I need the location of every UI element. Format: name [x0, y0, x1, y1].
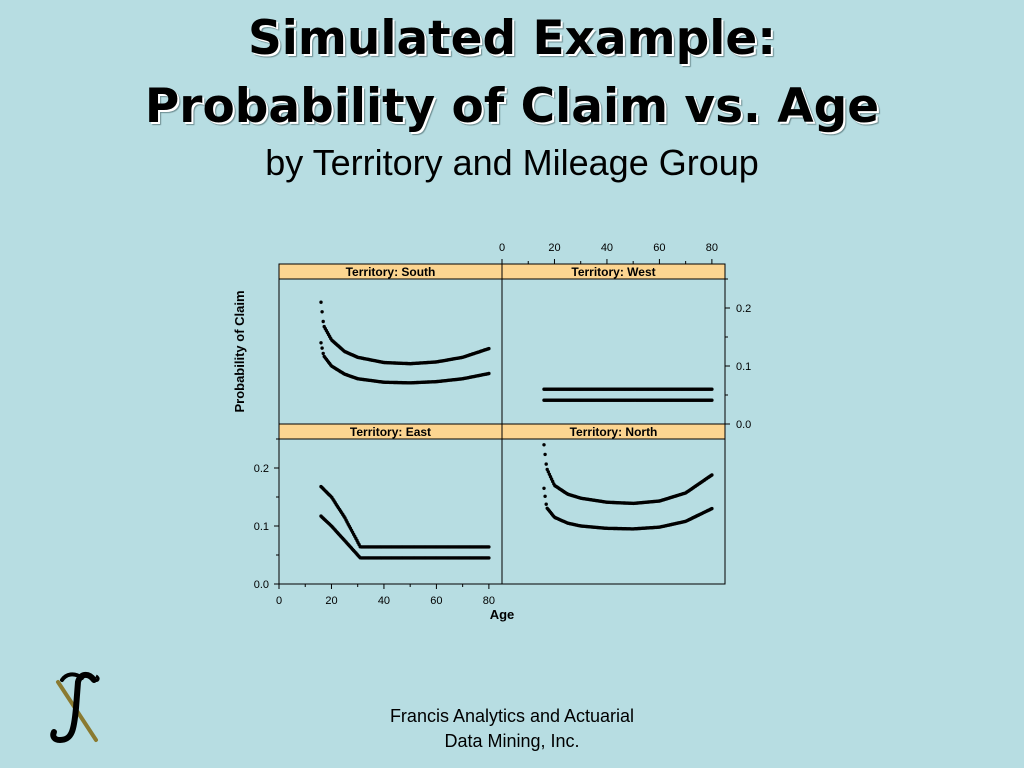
- series-1: [542, 387, 714, 391]
- x-tick-label: 40: [601, 242, 613, 254]
- data-point: [487, 346, 491, 351]
- x-tick-label: 80: [483, 595, 495, 607]
- data-point: [544, 462, 548, 466]
- data-point: [487, 556, 491, 560]
- x-tick-label: 60: [430, 595, 442, 607]
- x-tick-label: 20: [325, 595, 337, 607]
- y-tick-label: 0.2: [254, 463, 269, 475]
- y-tick-label: 0.1: [254, 521, 269, 533]
- slide-title-line-1: Simulated Example:: [247, 11, 777, 66]
- footer-company: Francis Analytics and Actuarial Data Min…: [332, 704, 692, 754]
- x-tick-label: 0: [276, 595, 282, 607]
- data-point: [710, 473, 714, 477]
- series-2: [319, 341, 491, 385]
- y-tick-label: 0.0: [254, 579, 269, 591]
- series-2: [542, 398, 714, 402]
- data-point: [320, 346, 324, 350]
- slide-title-line-2: Probability of Claim vs. Age: [144, 79, 880, 134]
- slide-subtitle: by Territory and Mileage Group: [265, 142, 759, 183]
- panel-strip-label: Territory: West: [571, 265, 655, 279]
- data-point: [542, 486, 546, 490]
- series-2: [319, 514, 491, 560]
- panel-frame: [501, 438, 726, 585]
- data-point: [319, 341, 323, 345]
- panel-bottom-right: Territory: North: [501, 423, 726, 585]
- y-tick-label: 0.0: [736, 419, 751, 431]
- y-tick-label: 0.1: [736, 361, 751, 373]
- x-axis-label: Age: [490, 607, 515, 622]
- company-logo-icon: [50, 672, 100, 744]
- data-point: [320, 310, 324, 314]
- x-tick-label: 80: [706, 242, 718, 254]
- panel-bottom-left: Territory: East: [278, 423, 503, 585]
- data-point: [710, 398, 714, 402]
- series-2: [542, 486, 714, 531]
- panel-frame: [501, 278, 726, 425]
- footer-line-2: Data Mining, Inc.: [444, 731, 580, 751]
- x-tick-label: 0: [499, 242, 505, 254]
- data-point: [543, 452, 547, 457]
- axes: 0 20 40 60 80 0 20 40 60 80 0.0 0.1 0.2 0.0 0.1 0.2 Age P…: [232, 242, 751, 622]
- data-point: [542, 443, 546, 447]
- x-tick-label: 20: [548, 242, 560, 254]
- panel-strip-label: Territory: North: [570, 425, 658, 439]
- panel-strip-label: Territory: South: [346, 265, 436, 279]
- panel-top-left: Territory: South: [278, 263, 503, 425]
- x-tick-label: 60: [653, 242, 665, 254]
- data-point: [544, 502, 548, 506]
- x-tick-label: 40: [378, 595, 390, 607]
- panel-top-right: Territory: West: [501, 263, 726, 425]
- data-point: [710, 506, 714, 511]
- panel-frame: [278, 438, 503, 585]
- series-1: [319, 300, 491, 366]
- y-axis-label: Probability of Claim: [232, 290, 247, 412]
- data-point: [710, 387, 714, 391]
- data-point: [321, 351, 325, 356]
- data-point: [321, 319, 325, 324]
- data-point: [319, 300, 323, 304]
- series-1: [319, 484, 491, 549]
- series-1: [542, 443, 714, 506]
- data-point: [543, 494, 547, 498]
- data-point: [487, 371, 491, 376]
- panel-frame: [278, 278, 503, 425]
- panel-strip-label: Territory: East: [350, 425, 431, 439]
- data-point: [487, 545, 491, 549]
- footer-line-1: Francis Analytics and Actuarial: [389, 706, 635, 726]
- y-tick-label: 0.2: [736, 303, 751, 315]
